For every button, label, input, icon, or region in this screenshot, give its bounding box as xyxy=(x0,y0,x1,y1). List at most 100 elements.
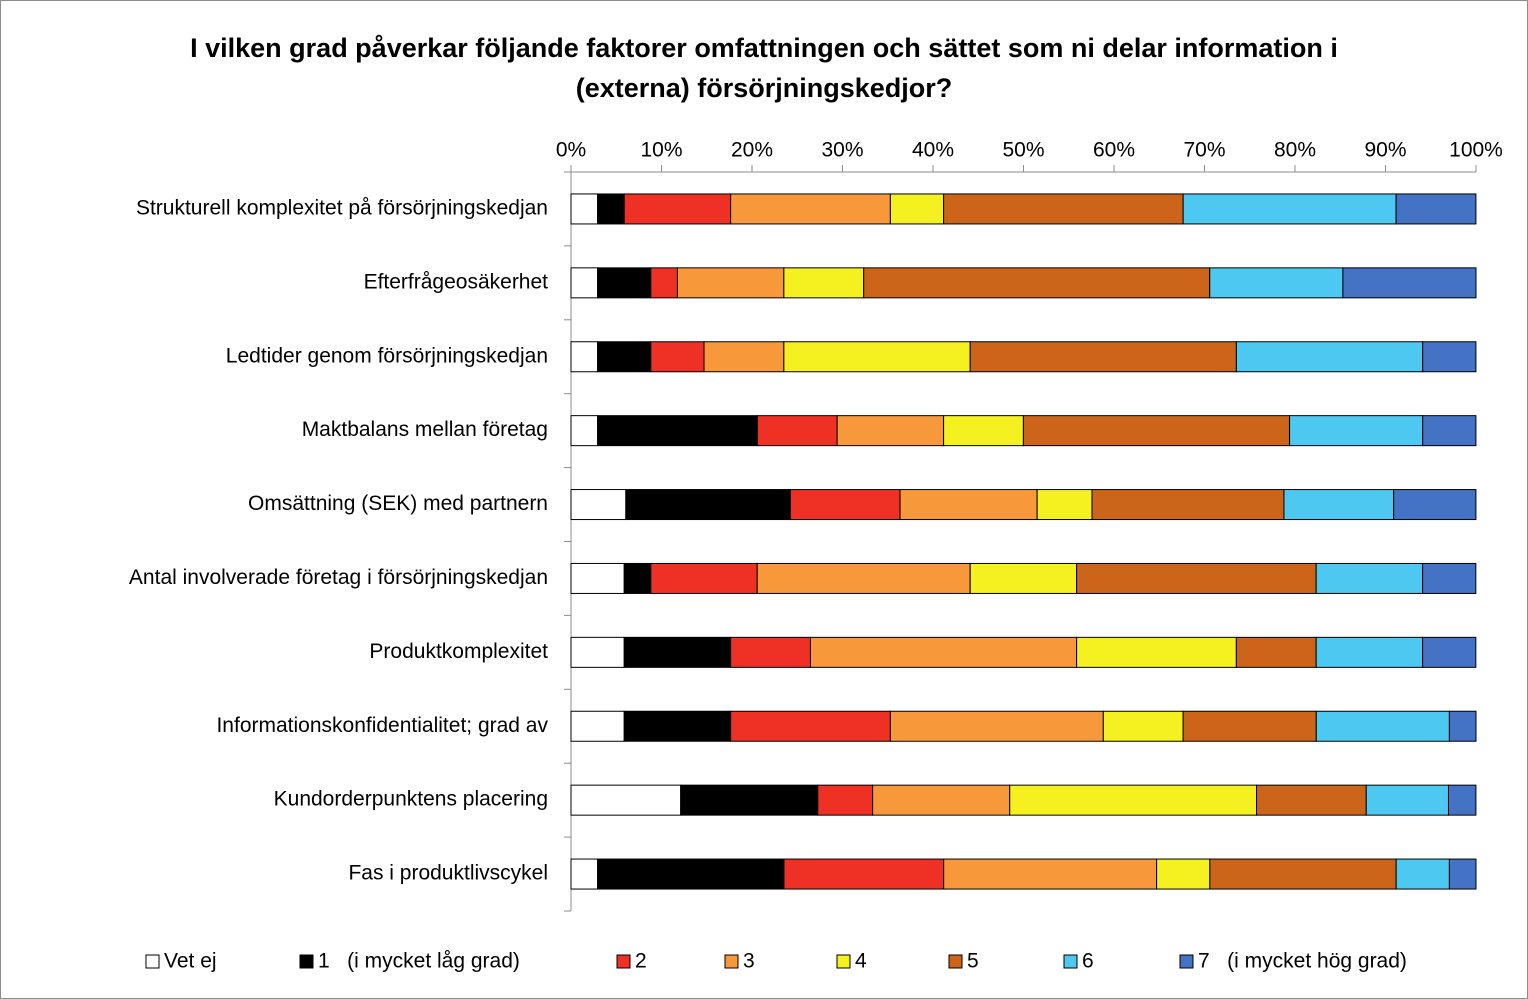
bar-segment xyxy=(1022,415,1291,447)
bar-segment xyxy=(1091,489,1285,521)
legend-label: 1 (i mycket låg grad) xyxy=(318,950,520,973)
bar-segment xyxy=(1235,636,1317,668)
bar-segment xyxy=(783,267,865,299)
bar-segment xyxy=(1395,193,1477,225)
bar-segment xyxy=(650,267,678,299)
bar-segment xyxy=(623,636,732,668)
legend-swatch xyxy=(836,954,851,969)
bar-segment xyxy=(1182,710,1317,742)
bar-segment xyxy=(783,341,971,373)
bar-segment xyxy=(1422,415,1477,447)
bar-segment xyxy=(1036,489,1093,521)
y-tick-label: Omsättning (SEK) med partnern xyxy=(248,492,548,515)
legend-swatch xyxy=(1179,954,1194,969)
x-tick-label: 80% xyxy=(1274,139,1316,162)
bar-segment xyxy=(625,489,791,521)
legend-label: 4 xyxy=(855,950,867,973)
bar-segment xyxy=(756,562,971,594)
bar-segment xyxy=(597,193,625,225)
bar-segment xyxy=(1422,636,1477,668)
bar-segment xyxy=(570,341,599,373)
y-tick-label: Strukturell komplexitet på försörjningsk… xyxy=(136,196,548,219)
bar-segment xyxy=(899,489,1038,521)
bar-segment xyxy=(1156,858,1211,890)
bar-segment xyxy=(1256,784,1367,816)
legend-label: 5 xyxy=(967,950,979,973)
legend-swatch xyxy=(724,954,739,969)
x-tick-label: 60% xyxy=(1093,139,1135,162)
x-tick-label: 70% xyxy=(1183,139,1225,162)
bar-segment xyxy=(597,267,652,299)
bar-segment xyxy=(1009,784,1258,816)
bar-segment xyxy=(570,562,625,594)
bar-segment xyxy=(623,193,732,225)
bar-segment xyxy=(650,341,705,373)
bar-segment xyxy=(1393,489,1477,521)
bar-segment xyxy=(789,489,901,521)
bar-segment xyxy=(872,784,1011,816)
bar-segment xyxy=(570,267,599,299)
legend-label: 7 (i mycket hög grad) xyxy=(1198,950,1407,973)
bar-segment xyxy=(623,710,732,742)
y-tick-label: Efterfrågeosäkerhet xyxy=(364,270,549,293)
bar-segment xyxy=(943,193,1184,225)
legend-label: 6 xyxy=(1082,950,1094,973)
bar-segment xyxy=(570,489,627,521)
legend-label: 2 xyxy=(635,950,647,973)
bar-segment xyxy=(756,415,838,447)
x-tick-label: 40% xyxy=(912,139,954,162)
bar-segment xyxy=(969,562,1078,594)
bar-segment xyxy=(889,710,1104,742)
bar-segment xyxy=(623,562,652,594)
bar-segment xyxy=(1422,562,1477,594)
bar-segment xyxy=(1447,784,1477,816)
bar-segment xyxy=(889,193,945,225)
bar-segment xyxy=(863,267,1211,299)
legend-swatch xyxy=(616,954,631,969)
bar-segment xyxy=(676,267,785,299)
bar-segment xyxy=(1342,267,1477,299)
bar-segment xyxy=(969,341,1237,373)
y-tick-label: Fas i produktlivscykel xyxy=(348,862,548,885)
bar-segment xyxy=(570,636,625,668)
x-tick-label: 100% xyxy=(1449,139,1503,162)
bar-segment xyxy=(1209,858,1397,890)
legend-swatch xyxy=(1063,954,1078,969)
bar-segment xyxy=(597,341,652,373)
bar-segment xyxy=(1289,415,1424,447)
bar-segment xyxy=(1315,710,1450,742)
y-tick-label: Kundorderpunktens placering xyxy=(274,788,548,811)
bar-segment xyxy=(1448,858,1477,890)
bar-segment xyxy=(1315,562,1424,594)
bar-segment xyxy=(1283,489,1395,521)
bar-segment xyxy=(1076,636,1237,668)
legend-label: Vet ej xyxy=(164,950,217,973)
bar-segment xyxy=(730,636,811,668)
bar-segment xyxy=(1448,710,1477,742)
bar-segment xyxy=(597,858,785,890)
bar-segment xyxy=(570,710,625,742)
bar-segment xyxy=(1235,341,1424,373)
bar-segment xyxy=(650,562,758,594)
y-tick-label: Informationskonfidentialitet; grad av xyxy=(216,714,548,737)
bar-segment xyxy=(1102,710,1184,742)
y-tick-label: Maktbalans mellan företag xyxy=(302,418,548,441)
bar-segment xyxy=(836,415,945,447)
legend-swatch xyxy=(948,954,963,969)
legend-label: 3 xyxy=(743,950,755,973)
x-tick-label: 10% xyxy=(640,139,682,162)
bar-segment xyxy=(783,858,945,890)
bar-segment xyxy=(597,415,758,447)
bar-segment xyxy=(730,193,891,225)
chart-title: I vilken grad påverkar följande faktorer… xyxy=(190,33,1338,103)
y-tick-label: Antal involverade företag i försörjnings… xyxy=(129,566,548,589)
x-tick-label: 50% xyxy=(1002,139,1044,162)
bar-segment xyxy=(1209,267,1344,299)
bar-segment xyxy=(570,193,599,225)
bar-segment xyxy=(570,415,599,447)
bar-segment xyxy=(680,784,819,816)
bar-segment xyxy=(943,415,1024,447)
bar-segment xyxy=(730,710,891,742)
bar-segment xyxy=(570,858,599,890)
bar-segment xyxy=(570,784,682,816)
